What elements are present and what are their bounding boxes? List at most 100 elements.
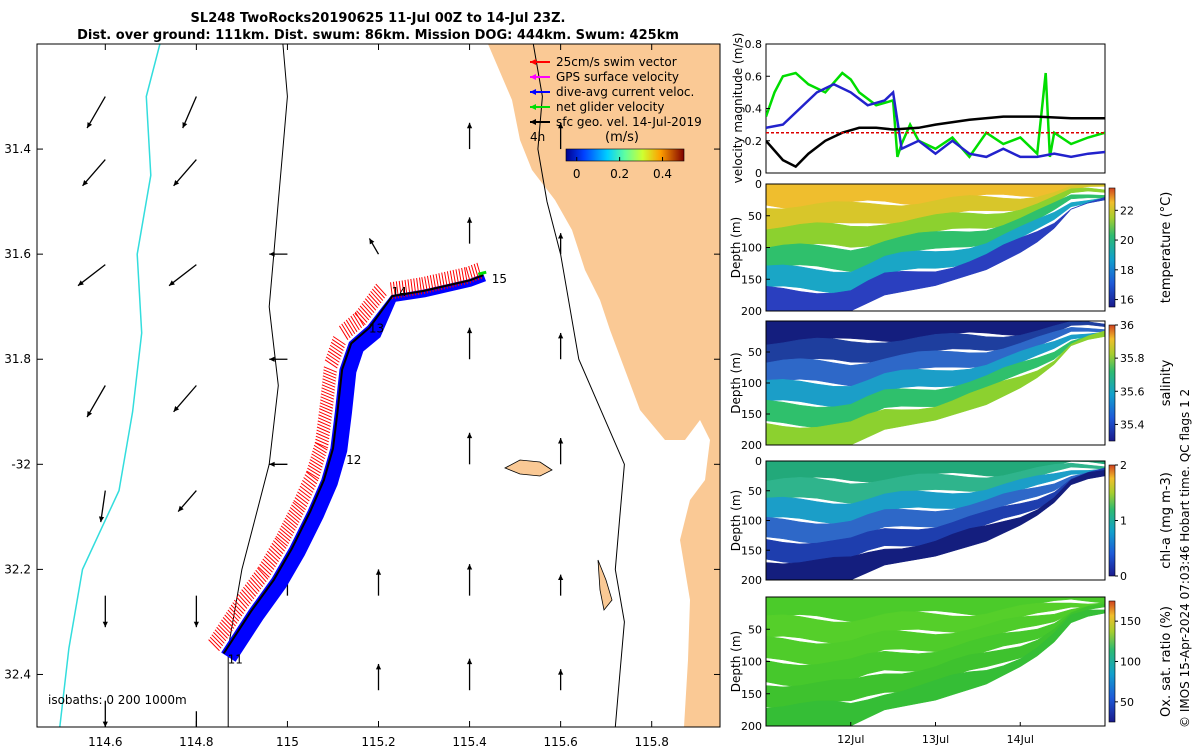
section-ytick-label: 100 [741, 515, 762, 528]
section-band [766, 461, 1105, 485]
swim-vector [279, 528, 292, 539]
colorbar-tick-label: 0.4 [653, 167, 672, 181]
geo-vector-arrow [466, 122, 473, 150]
section-ytick-label: 50 [748, 210, 762, 223]
swim-vector [299, 485, 313, 496]
isobath-lines [59, 44, 625, 727]
geo-vector-arrow [558, 122, 564, 150]
swim-vector [314, 441, 329, 449]
swim-vector [329, 344, 343, 354]
section-xtick-label: 13Jul [922, 733, 949, 746]
section-ytick-label: 150 [741, 544, 762, 557]
geo-vector-head [173, 180, 180, 186]
swim-vector [217, 624, 230, 637]
geo-vector-head [87, 122, 93, 129]
geo-vector-head [178, 505, 184, 512]
section-ytick-label: 0 [755, 178, 762, 191]
swim-vector [294, 497, 308, 508]
swim-vector [262, 558, 275, 570]
section-xtick-label: 12Jul [837, 733, 864, 746]
section-ytick-label: 100 [741, 242, 762, 255]
swim-vector [312, 447, 326, 457]
geo-vector-head [98, 516, 105, 523]
geo-vector-head [466, 564, 473, 570]
geo-vector-head [466, 217, 473, 223]
swim-vector [246, 581, 258, 595]
velocity-series-line [766, 115, 1105, 169]
geo-vector-arrow [466, 327, 473, 360]
swim-vector [310, 456, 324, 465]
swim-vector [263, 556, 276, 568]
swim-vector [302, 479, 315, 490]
section-band [766, 467, 1105, 564]
swim-vector [241, 589, 253, 602]
swim-vector [359, 305, 371, 318]
legend-swatch-head [530, 89, 536, 95]
swim-vector [316, 426, 331, 434]
legend-label: GPS surface velocity [556, 70, 679, 84]
day-label: 15 [492, 272, 507, 286]
geo-vector-head [269, 356, 275, 362]
swim-vector [317, 423, 331, 431]
swim-vector [323, 372, 337, 379]
geo-vector-head [169, 280, 175, 286]
swim-vector [321, 384, 336, 391]
swim-vector [325, 356, 339, 366]
swim-vector [314, 441, 328, 451]
net-velocity-marker [477, 270, 487, 276]
section-ytick-label: 200 [741, 439, 762, 452]
geo-vector-arrow [173, 385, 197, 413]
geo-vector-arrow [558, 669, 564, 691]
colorbar-tick-label: 36 [1120, 319, 1134, 332]
geo-vector-head [466, 432, 473, 439]
swim-vector [327, 350, 341, 360]
swim-vector [230, 604, 243, 617]
section-ytick-label: 200 [741, 305, 762, 318]
section-ytick-label: 150 [741, 688, 762, 701]
swim-vector [276, 533, 290, 544]
geo-vector-head [269, 461, 275, 467]
geo-vector-arrow [466, 564, 473, 596]
swim-vector [322, 375, 336, 382]
map-xtick-label: 114.8 [179, 735, 213, 749]
legend-swatch-head [530, 104, 536, 110]
glider-track [208, 262, 487, 662]
legend-item: net glider velocity [530, 100, 664, 114]
swim-vector [308, 462, 322, 471]
map-ytick-label: 32.2 [4, 562, 31, 576]
swim-vector [324, 359, 338, 369]
geo-vector-head [87, 411, 93, 418]
section-ylabel: Depth (m) [729, 217, 743, 278]
geo-vector-arrow [86, 96, 106, 129]
swim-vector [211, 634, 224, 647]
swim-vector [293, 500, 306, 511]
section-ytick-label: 0 [755, 455, 762, 468]
section-ylabel: Depth (m) [729, 490, 743, 551]
geo-vector-arrow [269, 461, 288, 467]
swim-vector [283, 520, 296, 531]
swim-vector [331, 338, 345, 349]
legend-label: dive-avg current veloc. [556, 85, 694, 99]
map-ytick-label: 31.8 [4, 352, 31, 366]
swim-vector [345, 319, 356, 335]
day-label: 14 [392, 285, 407, 299]
swim-vector [265, 553, 278, 565]
swim-vector [244, 584, 257, 597]
swim-vector [307, 467, 321, 477]
swim-vector [364, 298, 377, 311]
geo-vector-head [82, 180, 89, 186]
isobath-1000m [59, 44, 161, 727]
map-xtick-label: 115 [276, 735, 299, 749]
swim-vector [309, 459, 323, 468]
geo-vector-head [173, 405, 180, 412]
swim-vector [222, 617, 235, 629]
legend-label: sfc geo. vel. 14-Jul-2019 [556, 115, 702, 129]
swim-vector [356, 310, 368, 323]
swim-vector [375, 283, 387, 297]
swim-vector [366, 295, 378, 309]
geo-vector-arrow [558, 438, 564, 465]
section-ytick-label: 100 [741, 656, 762, 669]
swim-vector [280, 525, 294, 537]
